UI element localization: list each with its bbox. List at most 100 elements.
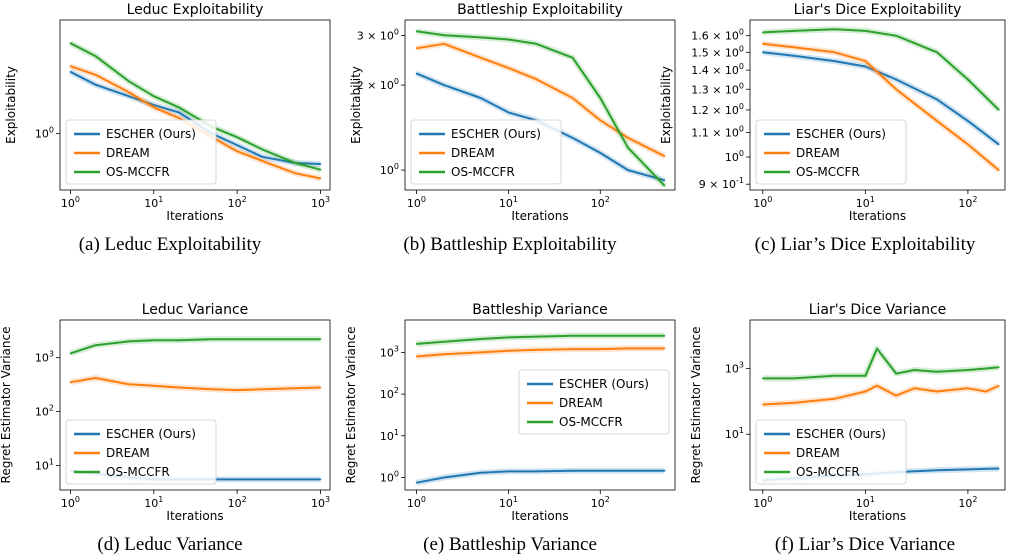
data-point — [571, 469, 574, 472]
y-tick-label: 1.4 × 100 — [691, 62, 744, 77]
data-point — [895, 394, 897, 397]
y-tick-label: 2 × 100 — [357, 77, 399, 92]
data-point — [627, 169, 629, 171]
data-point — [663, 335, 666, 337]
chart-title: Battleship Variance — [472, 302, 608, 318]
data-point — [535, 335, 537, 338]
data-point — [443, 341, 445, 343]
data-point — [294, 338, 297, 341]
plot-frame — [749, 19, 1006, 191]
y-axis-label: Regret Estimator Variance — [689, 327, 703, 484]
data-point — [571, 335, 574, 337]
data-point — [415, 30, 418, 33]
data-point — [415, 47, 418, 50]
data-point — [936, 98, 938, 101]
data-point — [627, 347, 629, 350]
data-point — [236, 389, 238, 391]
figure-caption: (f) Liar’s Dice Variance — [775, 534, 955, 555]
data-point — [294, 478, 297, 481]
y-tick-label: 3 × 100 — [357, 27, 399, 42]
data-point — [895, 372, 897, 375]
series-line-1 — [70, 377, 321, 392]
y-tick-label: 101 — [725, 426, 744, 441]
data-point — [178, 339, 180, 342]
data-point — [967, 468, 969, 471]
series-line-2 — [762, 347, 999, 380]
chart-panel-1: Battleship Exploitability 100 101 102 100 2 ×… — [349, 2, 676, 255]
y-tick-label: 100 — [725, 149, 744, 164]
data-point — [792, 377, 795, 380]
data-point — [998, 169, 1000, 171]
y-tick-label: 103 — [35, 350, 54, 365]
data-point — [319, 168, 322, 171]
legend: ESCHER (Ours) DREAM OS-MCCFR — [518, 369, 670, 435]
data-point — [507, 470, 510, 473]
legend-box — [518, 369, 670, 435]
data-point — [443, 476, 445, 479]
data-point — [864, 390, 867, 393]
data-point — [127, 80, 130, 82]
series-line-0 — [762, 51, 1000, 146]
data-point — [94, 344, 97, 347]
plot-frame — [404, 319, 676, 491]
chart-panel-2: Liar's Dice Exploitability 100 101 102 9 × 1… — [659, 2, 1006, 255]
legend-label: ESCHER (Ours) — [796, 127, 886, 141]
data-point — [261, 160, 264, 162]
data-point — [178, 386, 180, 389]
data-point — [69, 71, 72, 73]
data-point — [507, 67, 510, 69]
data-point — [864, 60, 867, 62]
x-tick-label: 101 — [144, 495, 163, 510]
data-point — [415, 481, 418, 484]
data-point — [967, 78, 969, 81]
data-point — [627, 146, 629, 149]
data-point — [153, 95, 155, 97]
legend-box — [65, 419, 217, 485]
figure-caption: (a) Leduc Exploitability — [79, 234, 262, 255]
data-point — [127, 383, 130, 386]
data-point — [294, 387, 297, 390]
data-point — [895, 34, 897, 37]
data-point — [69, 381, 72, 384]
legend-label: DREAM — [559, 396, 603, 410]
data-point — [443, 353, 445, 356]
data-point — [599, 119, 602, 122]
data-point — [571, 97, 574, 99]
legend-box — [65, 119, 217, 185]
data-point — [985, 390, 987, 393]
data-point — [833, 51, 836, 54]
data-point — [443, 34, 445, 37]
data-point — [479, 56, 482, 59]
data-point — [762, 51, 764, 54]
x-tick-label: 100 — [407, 195, 426, 210]
y-tick-label: 103 — [380, 344, 399, 359]
data-point — [663, 155, 666, 157]
y-tick-label: 1.5 × 100 — [691, 44, 744, 59]
legend-box — [755, 119, 907, 185]
data-point — [792, 46, 795, 48]
chart-title: Leduc Variance — [142, 302, 249, 318]
x-tick-label: 102 — [228, 495, 247, 510]
data-point — [319, 478, 322, 481]
y-tick-label: 102 — [380, 386, 399, 401]
data-point — [178, 117, 180, 119]
data-point — [479, 338, 482, 340]
legend-label: ESCHER (Ours) — [559, 377, 649, 391]
legend-label: ESCHER (Ours) — [106, 127, 196, 141]
legend-label: OS-MCCFR — [451, 165, 515, 179]
plot-frame — [404, 19, 676, 191]
x-axis-label: Iterations — [511, 209, 568, 223]
chart-panel-3: Leduc Variance 100 101 102 103 101 102 103 Itera… — [0, 302, 331, 555]
data-point — [599, 348, 602, 350]
data-point — [535, 349, 537, 351]
data-point — [876, 384, 878, 387]
data-point — [936, 469, 938, 472]
chart-panel-5: Liar's Dice Variance 100 101 102 101 103 Itera… — [689, 302, 1006, 555]
plot-frame — [59, 319, 331, 491]
data-point — [261, 478, 264, 481]
plot-frame — [59, 19, 331, 191]
data-point — [936, 120, 938, 122]
data-point — [127, 95, 130, 97]
data-point — [663, 469, 666, 472]
data-point — [967, 143, 969, 146]
